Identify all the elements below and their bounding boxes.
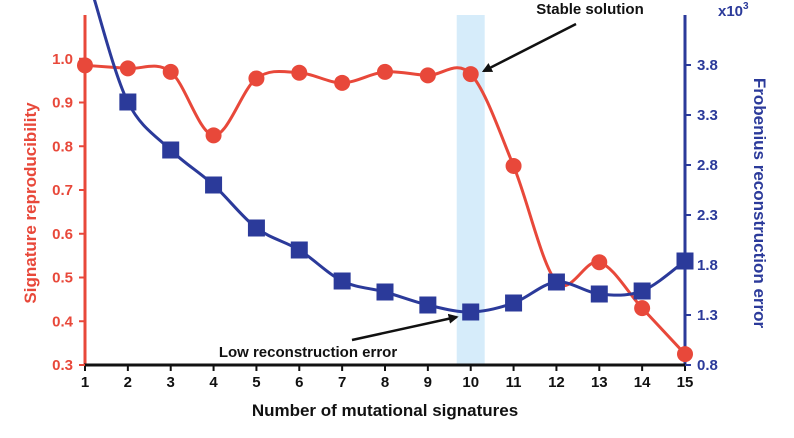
annotation-low-reconstruction-error: Low reconstruction error — [219, 344, 398, 361]
data-point-circle — [462, 66, 479, 83]
data-point-circle — [248, 70, 265, 87]
left-tick-label: 0.5 — [52, 270, 73, 287]
x-tick-label: 5 — [252, 374, 260, 391]
data-point-square — [590, 285, 608, 303]
data-point-circle — [291, 64, 308, 81]
x-tick-label: 4 — [209, 374, 218, 391]
x-tick-label: 13 — [591, 374, 608, 391]
data-point-circle — [119, 60, 136, 77]
left-tick-label: 0.9 — [52, 95, 73, 112]
data-point-square — [676, 252, 694, 270]
x-tick-label: 10 — [462, 374, 479, 391]
data-point-circle — [505, 157, 522, 174]
left-tick-label: 0.8 — [52, 138, 73, 155]
data-point-circle — [162, 63, 179, 80]
x-tick-label: 2 — [124, 374, 132, 391]
data-point-square — [119, 93, 137, 111]
left-axis-label: Signature reproducibility — [21, 102, 40, 304]
right-axis-multiplier: x103 — [718, 1, 749, 20]
data-point-square — [633, 282, 651, 300]
data-point-circle — [677, 346, 693, 363]
data-point-square — [419, 296, 437, 314]
left-tick-label: 0.3 — [52, 357, 73, 374]
data-point-circle — [419, 67, 436, 84]
x-tick-label: 11 — [506, 374, 522, 391]
data-point-square — [247, 219, 265, 237]
x-tick-label: 3 — [167, 374, 175, 391]
annotation-arrow — [351, 313, 459, 342]
x-tick-label: 9 — [424, 374, 432, 391]
x-tick-label: 8 — [381, 374, 389, 391]
data-point-square — [162, 141, 180, 159]
data-point-square — [290, 241, 308, 259]
data-point-square — [505, 294, 523, 312]
series-line-circle — [84, 63, 687, 356]
right-tick-label: 1.3 — [697, 307, 718, 324]
x-tick-label: 14 — [634, 374, 651, 391]
data-point-square — [376, 283, 394, 301]
data-point-circle — [634, 300, 651, 317]
x-tick-label: 1 — [81, 374, 89, 391]
right-tick-label: 1.8 — [697, 257, 718, 274]
left-tick-label: 0.4 — [52, 313, 74, 330]
left-tick-label: 0.6 — [52, 226, 73, 243]
x-tick-label: 12 — [548, 374, 565, 391]
right-tick-label: 0.8 — [697, 357, 718, 374]
left-tick-label: 1.0 — [52, 51, 73, 68]
data-point-square — [462, 303, 480, 321]
right-tick-label: 3.3 — [697, 107, 718, 124]
data-point-square — [205, 176, 223, 194]
data-point-circle — [77, 57, 93, 74]
left-tick-label: 0.7 — [52, 182, 73, 199]
data-point-circle — [334, 74, 351, 91]
data-point-circle — [591, 254, 608, 271]
data-point-circle — [205, 127, 222, 144]
right-axis-label: Frobenius reconstruction error — [750, 78, 769, 329]
right-tick-label: 2.3 — [697, 207, 718, 224]
x-axis-label: Number of mutational signatures — [252, 401, 518, 420]
data-point-square — [547, 273, 565, 291]
data-point-square — [333, 272, 351, 290]
right-tick-label: 3.8 — [697, 57, 718, 74]
right-tick-label: 2.8 — [697, 157, 718, 174]
x-tick-label: 6 — [295, 374, 303, 391]
data-point-circle — [377, 63, 393, 80]
x-tick-label: 7 — [338, 374, 346, 391]
x-tick-label: 15 — [677, 374, 694, 391]
annotation-stable-solution: Stable solution — [536, 1, 644, 18]
annotation-arrow — [481, 22, 577, 73]
